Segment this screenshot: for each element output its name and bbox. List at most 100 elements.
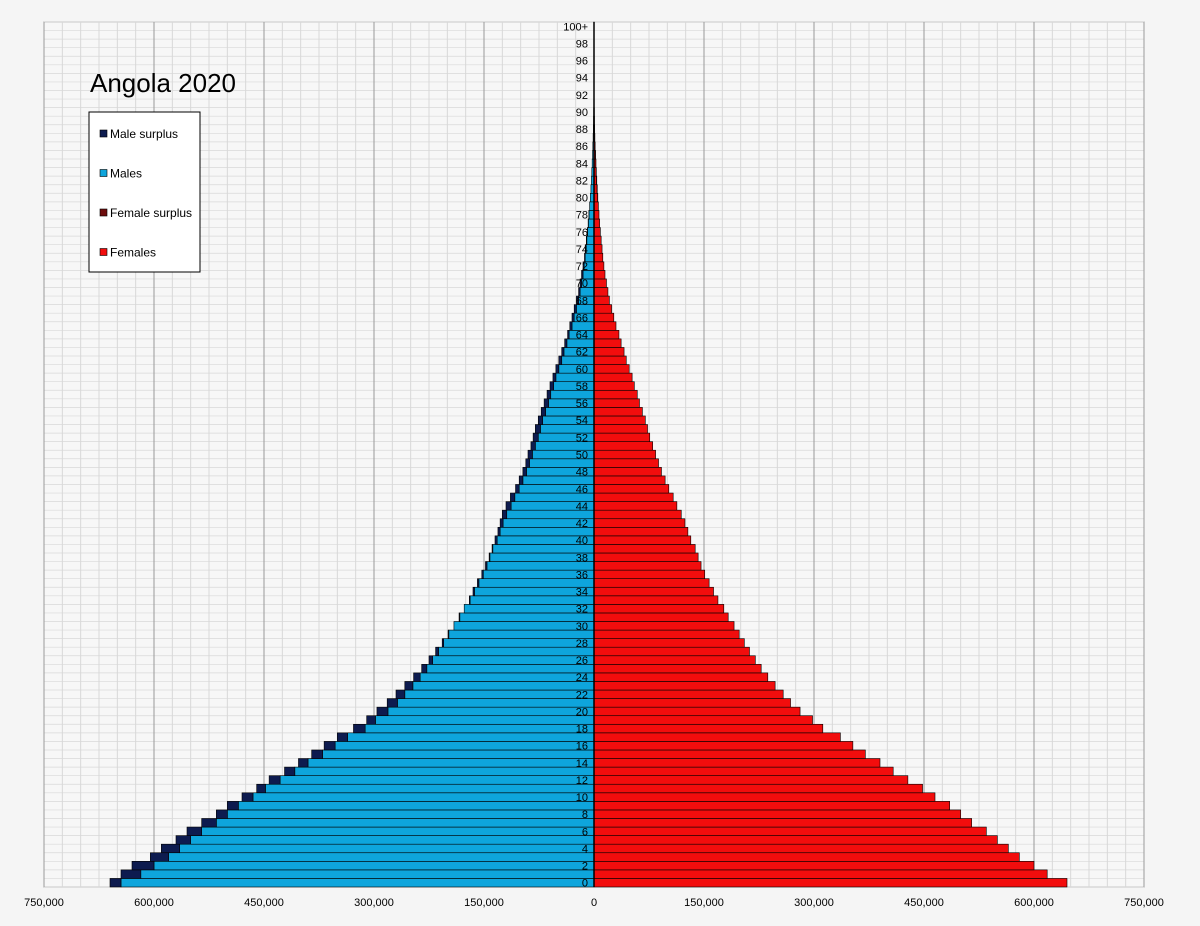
bar-males: [238, 801, 595, 811]
bar-male-surplus: [584, 244, 587, 254]
bar-male-surplus: [585, 235, 588, 245]
bar-male-surplus: [558, 355, 563, 365]
bar-male-surplus: [413, 672, 421, 682]
y-tick-label: 82: [576, 175, 588, 187]
bar-females: [593, 330, 620, 340]
y-tick-label: 60: [576, 364, 588, 376]
bar-male-surplus: [581, 270, 584, 280]
y-tick-label: 86: [576, 141, 588, 153]
y-tick-label: 24: [576, 672, 588, 684]
y-tick-label: 90: [576, 107, 588, 119]
bar-females: [593, 552, 699, 562]
bar-females: [593, 526, 689, 537]
bar-females: [593, 595, 719, 605]
bar-male-surplus: [469, 595, 471, 605]
bar-males: [412, 681, 595, 691]
bar-females: [593, 578, 710, 588]
bar-females: [593, 244, 603, 254]
bar-females: [593, 415, 646, 425]
bar-females: [593, 621, 735, 631]
legend-box: [88, 111, 201, 273]
y-tick-label: 50: [576, 450, 588, 462]
legend-swatch: [99, 129, 108, 138]
bar-males: [227, 809, 595, 819]
y-tick-label: 84: [576, 158, 588, 170]
bar-male-surplus: [485, 561, 488, 571]
bar-male-surplus: [441, 638, 444, 648]
bar-females: [593, 227, 601, 237]
legend-label: Males: [110, 167, 142, 181]
y-tick-label: 64: [576, 330, 588, 342]
bar-females: [593, 664, 762, 674]
bar-male-surplus: [571, 312, 575, 323]
bar-male-surplus: [284, 766, 296, 776]
bar-females: [593, 826, 987, 836]
bar-male-surplus: [527, 449, 533, 460]
y-tick-label: 48: [576, 467, 588, 479]
bar-females: [593, 604, 725, 614]
bar-males: [190, 835, 595, 845]
y-tick-label: 56: [576, 398, 588, 410]
bar-females: [593, 766, 894, 776]
bar-females: [593, 612, 729, 622]
y-tick-label: 70: [576, 278, 588, 290]
bar-females: [593, 381, 635, 391]
bar-females: [593, 698, 791, 708]
bar-male-surplus: [150, 852, 169, 862]
bar-females: [593, 355, 627, 365]
bar-females: [593, 432, 651, 442]
bar-male-surplus: [543, 398, 549, 408]
x-tick-label: 300,000: [354, 897, 394, 909]
bar-male-surplus: [502, 509, 508, 520]
bar-females: [593, 741, 854, 751]
bar-females: [593, 484, 670, 494]
bar-females: [593, 235, 602, 245]
y-tick-label: 88: [576, 124, 588, 136]
bar-males: [463, 604, 595, 614]
bar-males: [153, 861, 595, 871]
y-tick-label: 68: [576, 295, 588, 307]
y-tick-label: 36: [576, 569, 588, 581]
bar-females: [593, 706, 801, 717]
bar-females: [593, 758, 881, 768]
bar-females: [593, 818, 972, 828]
y-tick-label: 44: [576, 501, 588, 513]
y-tick-label: 12: [576, 775, 588, 787]
bar-females: [593, 638, 745, 648]
bar-male-surplus: [497, 526, 501, 537]
bar-male-surplus: [540, 407, 546, 417]
bar-males: [432, 655, 595, 665]
bar-females: [593, 629, 740, 639]
y-tick-label: 80: [576, 193, 588, 205]
bar-male-surplus: [555, 364, 560, 374]
bar-females: [593, 655, 756, 665]
bar-male-surplus: [472, 586, 475, 597]
bar-females: [593, 347, 625, 357]
bar-females: [593, 672, 769, 682]
bar-male-surplus: [532, 432, 539, 442]
bar-males: [168, 852, 595, 862]
bar-males: [397, 698, 595, 708]
bar-male-surplus: [120, 869, 142, 879]
bar-females: [593, 801, 950, 811]
bar-male-surplus: [458, 612, 461, 622]
bar-females: [593, 295, 610, 305]
bar-male-surplus: [578, 287, 581, 297]
bar-male-surplus: [366, 715, 376, 725]
bar-females: [593, 364, 630, 374]
y-tick-label: 78: [576, 210, 588, 222]
bar-male-surplus: [518, 475, 524, 485]
legend-label: Male surplus: [110, 127, 178, 141]
bar-females: [593, 304, 612, 314]
y-tick-label: 54: [576, 415, 588, 427]
bar-male-surplus: [337, 732, 348, 742]
x-tick-label: 600,000: [134, 897, 174, 909]
bar-male-surplus: [201, 818, 217, 828]
bar-male-surplus: [510, 492, 516, 502]
bar-females: [593, 261, 605, 271]
bar-male-surplus: [564, 338, 568, 348]
x-tick-label: 300,000: [794, 897, 834, 909]
bar-male-surplus: [552, 372, 557, 383]
bar-male-surplus: [569, 321, 573, 331]
